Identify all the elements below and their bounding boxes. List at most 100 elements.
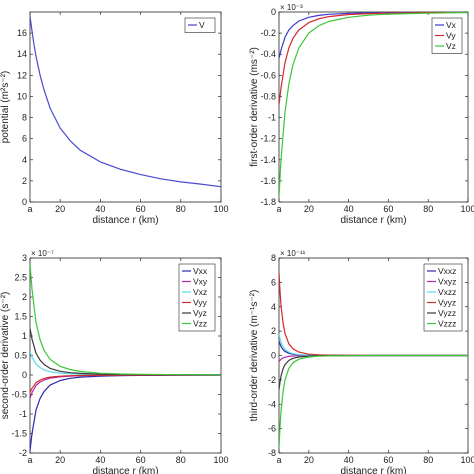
legend-box	[178, 263, 216, 332]
legend-label-vy: Vy	[446, 31, 456, 41]
y-tick-label: 6	[22, 134, 27, 144]
y-tick-label: 6	[271, 277, 276, 287]
y-tick-label: 1	[22, 331, 27, 341]
y-tick-label: 2	[271, 326, 276, 336]
legend-label-vz: Vz	[446, 41, 456, 51]
y-tick-label: -4	[268, 399, 276, 409]
chart-panel-top-right: a 20 40 60 80 100 -1.8 -1.6 -1.4 -1.2 -1 -0.8 -0.6 -0…	[249, 3, 474, 226]
series-group	[279, 12, 468, 197]
y-tick-label: -1	[268, 113, 276, 123]
x-tick-label: 60	[136, 204, 146, 214]
y-tick-label: 0	[271, 351, 276, 361]
legend-label-vyzz: Vyzz	[438, 308, 456, 318]
legend: V	[184, 17, 216, 33]
y-axis-label: third-order derivative (m⁻¹s⁻²)	[249, 290, 260, 422]
y-tick-label: 0	[22, 370, 27, 380]
legend-box	[423, 263, 463, 332]
plot-area-frame	[29, 11, 222, 203]
y-tick-label: -2	[19, 448, 27, 458]
legend-label-vzz: Vzz	[193, 319, 207, 329]
y-tick-label: 8	[271, 253, 276, 263]
x-tick-label: 20	[304, 455, 314, 465]
y-tick-label: -0.2	[260, 28, 276, 38]
y-tick-label: -0.6	[260, 70, 276, 80]
x-tick-label: 100	[460, 204, 474, 214]
legend-box	[184, 17, 216, 33]
legend-label-vxzz: Vxzz	[438, 287, 456, 297]
y-axis-exponent-label: × 10⁻¹¹	[280, 249, 306, 258]
x-axis-label: distance r (km)	[340, 215, 406, 226]
legend-label-vzzz: Vzzz	[438, 319, 456, 329]
y-tick-label: 2	[22, 176, 27, 186]
y-axis-label: potential (m²s⁻²)	[0, 71, 11, 144]
legend-label-vxx: Vxx	[193, 266, 208, 276]
y-tick-label: 16	[17, 28, 27, 38]
chart-panel-bottom-right: a 20 40 60 80 100 -8 -6 -4 -2 0 2 4 6 8 × 10⁻¹¹ distance…	[249, 249, 474, 474]
legend-label-vxz: Vxz	[193, 287, 207, 297]
y-tick-label: -1	[19, 409, 27, 419]
y-axis-exponent-label: × 10⁻³	[280, 3, 303, 12]
y-tick-label: 2.5	[14, 273, 27, 283]
x-axis-label: distance r (km)	[92, 466, 158, 474]
y-axis-label: first-order derivative (ms⁻²)	[249, 47, 260, 167]
y-tick-label: -6	[268, 424, 276, 434]
x-tick-label: 100	[213, 455, 228, 465]
x-axis-label: distance r (km)	[92, 215, 158, 226]
x-tick-label: 40	[344, 455, 354, 465]
x-tick-label: 40	[95, 455, 105, 465]
x-tick-label: a	[27, 455, 32, 465]
y-tick-label: -8	[268, 448, 276, 458]
x-tick-label: 60	[136, 455, 146, 465]
y-tick-label: -0.5	[11, 390, 27, 400]
x-tick-label: 60	[383, 204, 393, 214]
x-tick-label: 100	[460, 455, 474, 465]
y-tick-label: 3	[22, 253, 27, 263]
series-group	[30, 263, 221, 452]
y-tick-label: 8	[22, 113, 27, 123]
x-tick-label: 60	[383, 455, 393, 465]
legend-label-vxyz: Vxyz	[438, 277, 456, 287]
y-tick-label: 10	[17, 91, 27, 101]
legend-label-vyy: Vyy	[193, 298, 208, 308]
y-tick-label: -1.8	[260, 197, 276, 207]
y-tick-label: 4	[271, 302, 276, 312]
y-tick-label: -0.8	[260, 91, 276, 101]
y-tick-label: 1.5	[14, 312, 27, 322]
x-tick-label: 80	[423, 204, 433, 214]
y-tick-label: 4	[22, 155, 27, 165]
legend-label-vx: Vx	[446, 20, 457, 30]
series-line-v	[30, 16, 221, 188]
series-line-vy	[279, 12, 468, 105]
y-tick-label: 14	[17, 49, 27, 59]
legend-label-vxxz: Vxxz	[438, 266, 456, 276]
y-tick-label: -1.5	[11, 429, 27, 439]
legend-label-vxy: Vxy	[193, 277, 208, 287]
y-axis-label: second-order derivative (s⁻²)	[0, 292, 11, 420]
y-tick-label: 0.5	[14, 351, 27, 361]
y-tick-label: -1.4	[260, 155, 276, 165]
series-line-vzz	[30, 263, 221, 376]
x-tick-label: 80	[176, 204, 186, 214]
x-tick-label: a	[276, 455, 281, 465]
legend-label-v: V	[199, 20, 205, 30]
series-line-vz	[279, 12, 468, 197]
y-tick-label: -1.2	[260, 134, 276, 144]
x-tick-label: 20	[304, 204, 314, 214]
y-axis-exponent-label: × 10⁻⁷	[31, 249, 54, 258]
y-tick-label: -1.6	[260, 176, 276, 186]
x-tick-label: 40	[95, 204, 105, 214]
legend-label-vyyz: Vyyz	[438, 298, 456, 308]
series-group	[30, 16, 221, 188]
x-tick-label: 40	[344, 204, 354, 214]
chart-panel-top-left: a 20 40 60 80 100 0 2 4 6 8 10 12 14 16 distance r (km)…	[0, 11, 229, 226]
series-group	[279, 272, 468, 449]
y-tick-label: 2	[22, 292, 27, 302]
chart-panel-bottom-left: a 20 40 60 80 100 -2 -1.5 -1 -0.5 0 0.5 1 1.5 2 2.5 3 × 1…	[0, 249, 229, 474]
y-tick-label: -2	[268, 375, 276, 385]
series-line-vzzz	[279, 354, 468, 449]
x-tick-label: 80	[176, 455, 186, 465]
x-tick-label: a	[276, 204, 281, 214]
